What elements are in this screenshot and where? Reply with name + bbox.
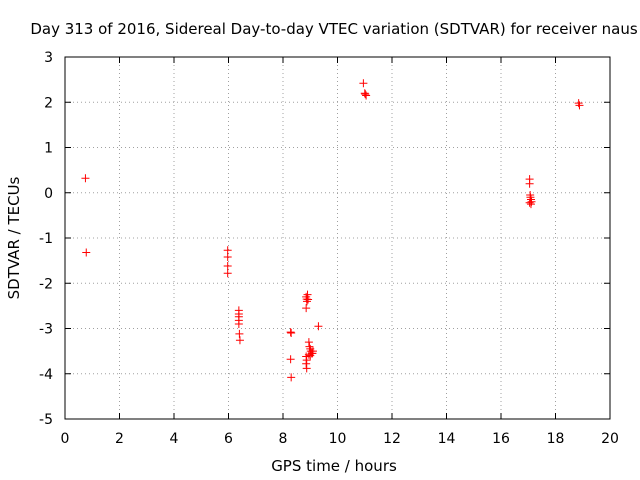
x-tick-label: 6	[224, 431, 233, 447]
y-tick-label: 2	[44, 95, 53, 111]
data-point	[81, 174, 90, 183]
data-point	[234, 319, 243, 328]
data-point	[362, 91, 371, 100]
data-point	[304, 295, 313, 304]
y-axis-tick-labels: -5 -4 -3 -2 -1 0 1 2 3	[39, 50, 53, 428]
data-point	[359, 79, 368, 88]
x-tick-label: 18	[547, 431, 565, 447]
x-tick-label: 10	[329, 431, 347, 447]
y-tick-label: -5	[39, 412, 53, 428]
data-point	[223, 262, 232, 271]
data-point	[526, 200, 535, 209]
y-tick-label: 1	[44, 141, 53, 157]
x-tick-label: 20	[601, 431, 619, 447]
data-point	[526, 193, 535, 202]
data-point	[82, 248, 91, 257]
grid-lines	[65, 57, 610, 419]
data-point	[525, 179, 534, 188]
data-point	[525, 198, 534, 207]
data-point	[223, 246, 232, 255]
y-tick-label: 3	[44, 50, 53, 66]
data-point	[308, 347, 317, 356]
y-axis-title: SDTVAR / TECUs	[5, 176, 23, 299]
data-point	[302, 359, 311, 368]
y-tick-label: -1	[39, 231, 53, 247]
x-tick-label: 4	[170, 431, 179, 447]
x-tick-label: 14	[438, 431, 456, 447]
x-axis-tick-labels: 0 2 4 6 8 10 12 14 16 18 20	[61, 431, 619, 447]
x-tick-label: 8	[279, 431, 288, 447]
data-point	[235, 329, 244, 338]
data-point	[361, 90, 370, 99]
data-point	[287, 373, 296, 382]
data-point	[314, 322, 323, 331]
data-point	[235, 336, 244, 345]
data-point	[304, 350, 313, 359]
y-tick-label: -3	[39, 322, 53, 338]
x-tick-label: 16	[492, 431, 510, 447]
x-axis-title: GPS time / hours	[271, 457, 397, 475]
data-point	[527, 197, 536, 206]
y-tick-label: -2	[39, 276, 53, 292]
data-point	[303, 290, 312, 299]
data-point	[286, 328, 295, 337]
y-tick-label: 0	[44, 186, 53, 202]
data-point	[302, 297, 311, 306]
x-tick-label: 2	[115, 431, 124, 447]
data-point	[304, 338, 313, 347]
data-point	[575, 101, 584, 110]
data-point	[223, 253, 232, 262]
data-point	[223, 269, 232, 278]
data-point	[302, 356, 311, 365]
data-point	[287, 329, 296, 338]
axis-ticks	[64, 56, 611, 420]
x-tick-label: 12	[383, 431, 401, 447]
data-point	[574, 99, 583, 108]
data-point	[286, 355, 295, 364]
data-point	[302, 364, 311, 373]
chart-title: Day 313 of 2016, Sidereal Day-to-day VTE…	[30, 20, 638, 38]
data-points	[81, 79, 584, 382]
x-tick-label: 0	[61, 431, 70, 447]
data-point	[360, 89, 369, 98]
data-point	[302, 304, 311, 313]
y-tick-label: -4	[39, 367, 53, 383]
